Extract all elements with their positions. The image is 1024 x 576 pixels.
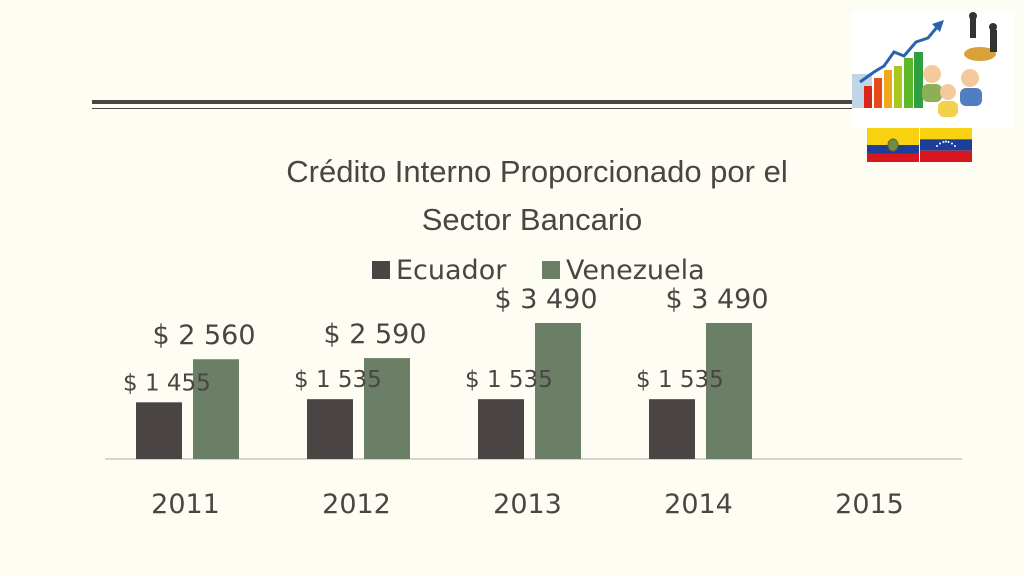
x-tick-label-2011: 2011 <box>151 489 220 520</box>
x-tick-label-2014: 2014 <box>664 489 733 520</box>
data-label-venezuela-2014: $ 3 490 <box>665 284 768 315</box>
bar-ecuador-2011 <box>136 402 182 459</box>
bar-venezuela-2014 <box>706 323 752 459</box>
legend-swatch-venezuela <box>542 261 560 279</box>
header-rule-thick <box>92 100 854 104</box>
data-label-venezuela-2013: $ 3 490 <box>494 284 597 315</box>
x-tick-label-2015: 2015 <box>835 489 904 520</box>
x-tick-label-2012: 2012 <box>322 489 391 520</box>
bar-venezuela-2011 <box>193 359 239 459</box>
bar-venezuela-2012 <box>364 358 410 459</box>
chart-title-line-2: Sector Bancario <box>422 202 643 237</box>
growth-chart-people-icon <box>852 12 1014 128</box>
bar-ecuador-2014 <box>649 399 695 459</box>
bar-ecuador-2013 <box>478 399 524 459</box>
x-tick-label-2013: 2013 <box>493 489 562 520</box>
venezuela-flag-icon <box>920 128 972 162</box>
ecuador-flag-icon <box>867 128 919 162</box>
data-label-venezuela-2011: $ 2 560 <box>152 320 255 351</box>
legend: Ecuador Venezuela <box>372 255 705 286</box>
legend-label-venezuela: Venezuela <box>566 255 705 286</box>
data-label-ecuador-2014: $ 1 535 <box>636 367 724 393</box>
legend-swatch-ecuador <box>372 261 390 279</box>
header-rule-thin <box>92 108 854 109</box>
data-label-ecuador-2012: $ 1 535 <box>294 367 382 393</box>
bar-venezuela-2013 <box>535 323 581 459</box>
data-label-venezuela-2012: $ 2 590 <box>323 319 426 350</box>
data-label-ecuador-2013: $ 1 535 <box>465 367 553 393</box>
chart-title-line-1: Crédito Interno Proporcionado por el <box>286 154 787 189</box>
data-label-ecuador-2011: $ 1 455 <box>123 370 211 396</box>
bar-ecuador-2012 <box>307 399 353 459</box>
legend-label-ecuador: Ecuador <box>396 255 507 286</box>
